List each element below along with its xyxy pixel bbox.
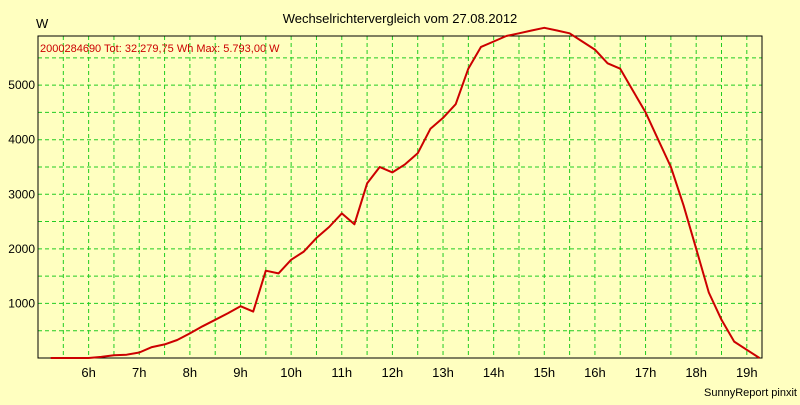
x-tick-label: 19h bbox=[736, 365, 758, 380]
plot-frame bbox=[37, 35, 763, 359]
x-tick-label: 9h bbox=[233, 365, 247, 380]
y-axis-label: W bbox=[36, 16, 49, 31]
footer-credit: SunnyReport pinxit bbox=[704, 387, 797, 399]
chart-title: Wechselrichtervergleich vom 27.08.2012 bbox=[283, 11, 518, 26]
x-tick-label: 7h bbox=[132, 365, 146, 380]
y-tick-label: 2000 bbox=[8, 242, 35, 256]
x-tick-label: 16h bbox=[584, 365, 606, 380]
grid bbox=[38, 36, 762, 358]
axes: 6h 7h 8h 9h 10h 11h 12h 13h 14h 15h 16h 17h 18h 19h 10… bbox=[8, 35, 763, 380]
series bbox=[50, 26, 761, 359]
y-tick-label: 3000 bbox=[8, 187, 35, 201]
y-tick-label: 4000 bbox=[8, 133, 35, 147]
y-tick-label: 1000 bbox=[8, 296, 35, 310]
x-tick-label: 13h bbox=[432, 365, 454, 380]
y-tick-label: 5000 bbox=[8, 78, 35, 92]
legend-entry-2000284690: 2000284690 Tot: 32.279,75 Wh Max: 5.793,… bbox=[40, 43, 280, 55]
x-tick-label: 18h bbox=[685, 365, 707, 380]
x-tick-label: 15h bbox=[533, 365, 555, 380]
x-tick-label: 8h bbox=[183, 365, 197, 380]
x-tick-label: 14h bbox=[483, 365, 505, 380]
legend: 2000284690 Tot: 32.279,75 Wh Max: 5.793,… bbox=[40, 43, 280, 55]
x-tick-label: 10h bbox=[280, 365, 302, 380]
x-tick-label: 11h bbox=[331, 365, 352, 380]
x-tick-label: 12h bbox=[382, 365, 404, 380]
x-tick-label: 6h bbox=[81, 365, 95, 380]
series-line-2000284690 bbox=[50, 26, 761, 359]
x-tick-label: 17h bbox=[635, 365, 657, 380]
